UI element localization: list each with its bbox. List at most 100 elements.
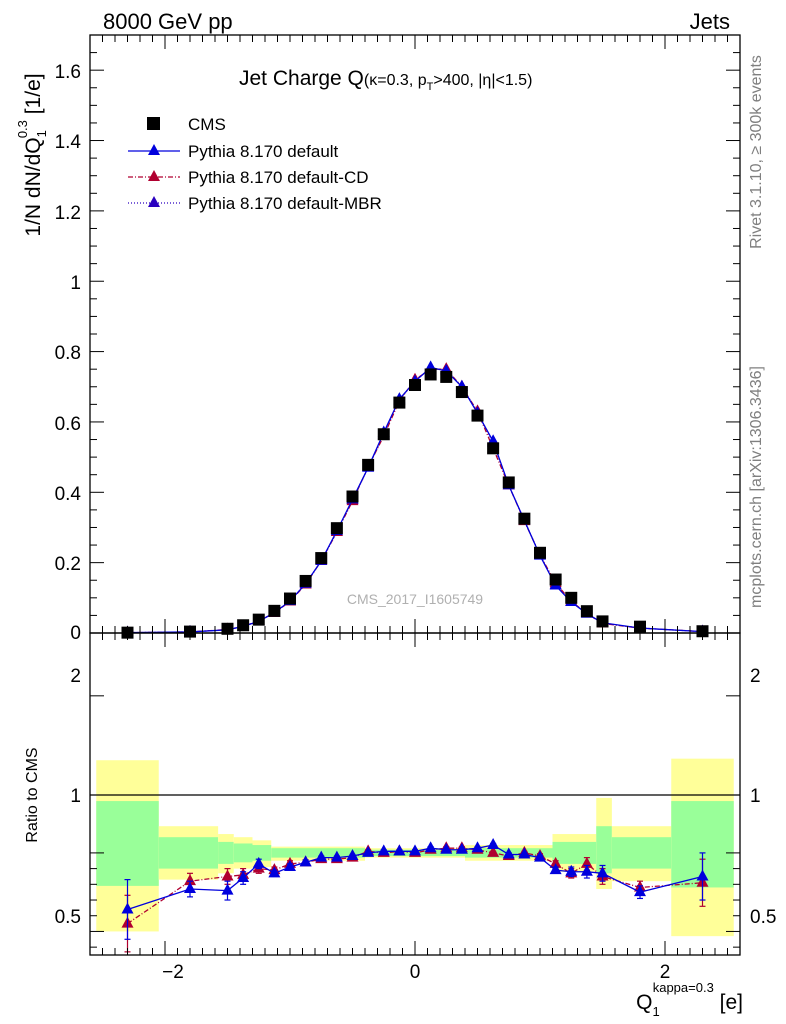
ratio-point-default (580, 864, 593, 876)
ratio-point-default (362, 845, 375, 857)
ratio-point-default (221, 883, 234, 895)
y-tick-label: 1.4 (55, 132, 82, 153)
ratio-y-tick-label-right: 1 (750, 786, 761, 807)
band-inner (252, 845, 272, 861)
header-left: 8000 GeV pp (103, 9, 233, 34)
y-tick-label: 0 (70, 623, 81, 644)
band-inner (233, 843, 253, 863)
data-point-cms (330, 522, 343, 535)
band-inner (218, 841, 234, 864)
band-inner (611, 837, 672, 869)
data-point-cms (393, 396, 406, 409)
x-tick-label: −2 (162, 962, 184, 983)
ratio-point-default (549, 863, 562, 875)
ratio-y-tick-label: 0.5 (55, 907, 81, 928)
main-panel-curves (121, 360, 709, 639)
legend-label-default: Pythia 8.170 default (188, 142, 339, 161)
y-tick-label: 0.6 (55, 414, 81, 435)
data-point-cms (580, 605, 593, 618)
y-tick-label: 0.4 (55, 484, 82, 505)
ratio-point-default (252, 856, 265, 868)
ratio-point-default-cd (221, 869, 234, 881)
data-point-cms (252, 613, 265, 626)
legend-label-default-cd: Pythia 8.170 default-CD (188, 168, 369, 187)
band-inner (552, 841, 597, 864)
ratio-point-default (471, 841, 484, 853)
ratio-point-default (440, 842, 453, 854)
ratio-point-default-cd (184, 874, 196, 886)
legend-marker-default-mbr (148, 196, 160, 207)
ratio-point-default (315, 850, 328, 862)
plot-title: Jet Charge Q(κ=0.3, pT>400, |η|<1.5) (239, 67, 532, 93)
band-inner (158, 837, 219, 869)
data-point-cms (502, 476, 515, 489)
legend: CMS Pythia 8.170 default Pythia 8.170 de… (128, 115, 382, 213)
ratio-panel-frame (89, 632, 741, 956)
data-point-cms (549, 573, 562, 586)
ratio-point-default (330, 850, 343, 862)
data-point-cms (409, 379, 421, 392)
data-point-cms (362, 458, 375, 471)
x-axis-label: Q1kappa=0.3 [e] (636, 980, 743, 1019)
data-point-cms (237, 619, 250, 632)
ratio-y-tick-label: 1 (70, 786, 81, 807)
ratio-point-default-cd (549, 856, 562, 868)
source-note: mcplots.cern.ch [arXiv:1306.3436] (748, 366, 765, 608)
ratio-point-default (487, 838, 500, 850)
y-tick-label: 0.2 (55, 554, 81, 575)
ratio-point-default (502, 847, 515, 859)
ratio-point-default (346, 849, 359, 861)
axis-ticks (90, 34, 740, 955)
data-point-cms (565, 591, 578, 604)
data-point-cms (455, 386, 468, 399)
data-point-cms (315, 552, 328, 565)
y-tick-label: 0.8 (55, 343, 81, 364)
ratio-point-default (409, 844, 421, 856)
x-tick-label: 0 (410, 962, 421, 983)
y-tick-label: 1 (70, 273, 81, 294)
ratio-panel-curves (121, 838, 709, 953)
ratio-point-default (393, 844, 406, 856)
ratio-point-default (518, 847, 531, 859)
data-point-cms (518, 512, 531, 525)
data-point-cms (596, 615, 609, 628)
legend-marker-cms (147, 117, 160, 130)
legend-marker-default-cd (148, 170, 160, 181)
ratio-y-tick-label-right: 0.5 (750, 907, 776, 928)
ratio-point-default (424, 841, 437, 853)
ratio-point-default (268, 866, 281, 878)
y-tick-label: 1.2 (55, 203, 81, 224)
data-point-cms (284, 592, 296, 605)
ratio-point-default (237, 871, 250, 883)
data-point-cms (377, 428, 390, 441)
band-inner (271, 848, 365, 858)
ratio-point-default (596, 866, 609, 878)
ratio-y-axis-label: Ratio to CMS (24, 747, 41, 842)
ratio-point-default (696, 869, 709, 881)
ratio-point-default (284, 860, 296, 872)
rivet-version-note: Rivet 3.1.10, ≥ 300k events (748, 55, 765, 249)
ratio-point-default (534, 850, 546, 862)
ratio-point-default (299, 855, 312, 867)
header-right: Jets (690, 9, 730, 34)
legend-marker-default (148, 144, 160, 155)
analysis-watermark: CMS_2017_I1605749 (347, 591, 483, 607)
ratio-point-default (184, 882, 196, 894)
y-axis-label: 1/N dN/dQ10.3 [1/e] (15, 73, 49, 236)
ratio-point-default (377, 844, 390, 856)
ratio-y-tick-label-right: 2 (750, 666, 761, 687)
data-point-cms (487, 442, 500, 455)
ratio-y-tick-label: 2 (70, 666, 81, 687)
ratio-point-default (565, 864, 578, 876)
ratio-point-default (121, 902, 134, 914)
legend-label-cms: CMS (188, 115, 226, 134)
data-point-cms (534, 546, 546, 559)
x-tick-label: 2 (660, 962, 671, 983)
data-point-cms (471, 409, 484, 422)
data-point-cms (440, 370, 453, 383)
band-inner (96, 801, 159, 886)
data-point-cms (268, 604, 281, 617)
ratio-point-default (455, 842, 468, 854)
band-inner (596, 826, 612, 874)
